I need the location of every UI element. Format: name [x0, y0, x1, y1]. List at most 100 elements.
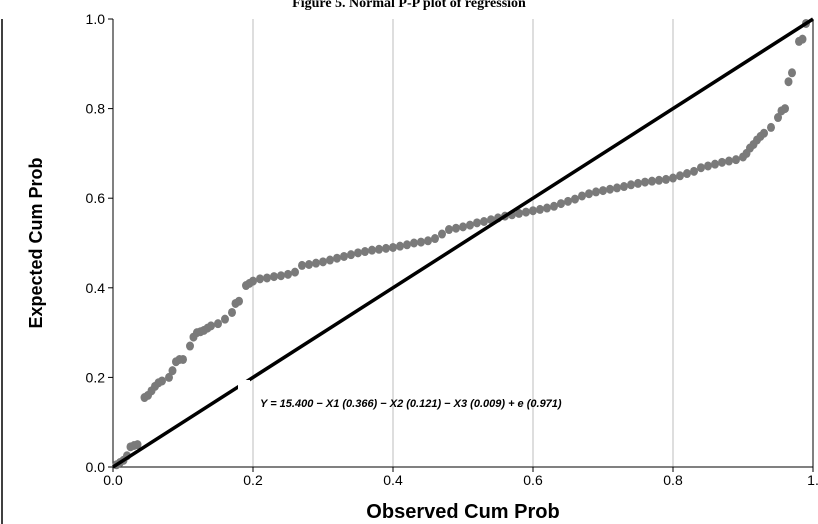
data-point — [704, 161, 712, 171]
data-point — [641, 177, 649, 187]
x-axis-label: Observed Cum Prob — [366, 501, 559, 523]
data-point — [168, 366, 177, 376]
data-point — [683, 169, 691, 179]
data-point — [690, 166, 698, 176]
data-point — [438, 229, 446, 239]
data-point — [648, 176, 656, 186]
data-point — [550, 201, 558, 211]
data-point — [767, 122, 775, 132]
data-point — [312, 258, 320, 268]
reference-line — [112, 17, 814, 469]
data-point — [165, 372, 173, 382]
data-point — [207, 321, 215, 331]
data-point — [158, 376, 166, 386]
data-point — [711, 159, 719, 169]
data-point — [319, 257, 327, 267]
data-point — [732, 155, 740, 165]
data-point — [613, 183, 621, 193]
data-point — [235, 296, 243, 306]
data-point — [459, 222, 467, 232]
y-tick-label: 1.0 — [86, 11, 106, 27]
data-point — [354, 248, 362, 258]
data-point — [564, 196, 572, 206]
data-point — [585, 189, 593, 199]
data-point — [515, 208, 523, 218]
data-point — [522, 207, 530, 217]
y-tick-label: 0.8 — [86, 101, 106, 117]
data-point — [417, 237, 425, 247]
data-point — [375, 244, 383, 254]
y-tick-label: 0.4 — [86, 280, 106, 296]
data-point — [326, 255, 334, 265]
data-point — [473, 218, 481, 228]
data-point — [256, 274, 264, 284]
data-point — [571, 194, 579, 204]
data-point — [620, 182, 628, 192]
data-point — [403, 240, 411, 250]
data-point — [634, 178, 642, 188]
data-point — [270, 272, 278, 282]
data-point — [298, 260, 306, 270]
data-point — [655, 175, 663, 185]
y-tick-label: 0.6 — [86, 190, 106, 206]
x-tick-label: 0.6 — [523, 472, 543, 488]
data-point — [277, 271, 285, 281]
x-ticks: 0.0 0.2 0.4 0.6 0.8 1. — [103, 467, 818, 488]
data-point — [410, 238, 418, 248]
figure-title: Figure 5. Normal P-P plot of regression — [292, 0, 526, 11]
data-point — [361, 247, 369, 257]
data-point — [368, 245, 376, 255]
data-point — [186, 341, 194, 351]
data-point — [179, 354, 187, 364]
data-point — [536, 204, 544, 214]
data-point — [725, 156, 733, 166]
data-point — [774, 113, 782, 123]
x-tick-label: 0.4 — [383, 472, 403, 488]
data-point — [284, 269, 292, 279]
data-point — [221, 314, 229, 324]
grid-lines — [252, 19, 674, 467]
equation-backdrop — [238, 380, 250, 396]
data-point — [599, 186, 607, 196]
data-point — [382, 243, 390, 253]
data-point — [133, 440, 142, 450]
data-point — [592, 187, 600, 197]
data-point — [669, 173, 677, 183]
data-point — [662, 174, 670, 184]
y-axis-label: Expected Cum Prob — [26, 157, 46, 328]
data-point — [228, 307, 236, 317]
data-point — [480, 216, 488, 226]
data-point — [249, 276, 257, 286]
data-point — [676, 171, 684, 181]
data-point — [557, 199, 565, 209]
regression-equation: Y = 15.400 − X1 (0.366) − X2 (0.121) − X… — [260, 398, 562, 410]
data-point — [424, 236, 432, 246]
data-point — [697, 163, 705, 173]
data-point — [452, 223, 460, 233]
data-point — [627, 180, 635, 190]
data-point — [214, 319, 222, 329]
data-point — [389, 242, 397, 252]
data-point — [718, 157, 726, 167]
data-point — [466, 220, 474, 230]
data-point — [798, 34, 807, 44]
data-point — [431, 234, 439, 244]
data-point — [788, 68, 796, 78]
data-point — [396, 241, 404, 251]
x-tick-label: 0.8 — [663, 472, 683, 488]
y-ticks: 0.0 0.2 0.4 0.6 0.8 1.0 — [86, 11, 113, 475]
y-tick-label: 0.0 — [86, 459, 106, 475]
data-point — [445, 225, 453, 235]
data-point — [333, 253, 341, 263]
data-point — [529, 206, 537, 216]
data-point — [784, 77, 793, 87]
data-point — [347, 250, 355, 260]
data-point — [263, 273, 271, 283]
data-point — [781, 104, 789, 114]
data-point — [543, 203, 551, 213]
data-point — [291, 267, 299, 277]
x-tick-label: 0.0 — [103, 472, 123, 488]
x-tick-label: 0.2 — [243, 472, 263, 488]
data-point — [340, 251, 348, 261]
